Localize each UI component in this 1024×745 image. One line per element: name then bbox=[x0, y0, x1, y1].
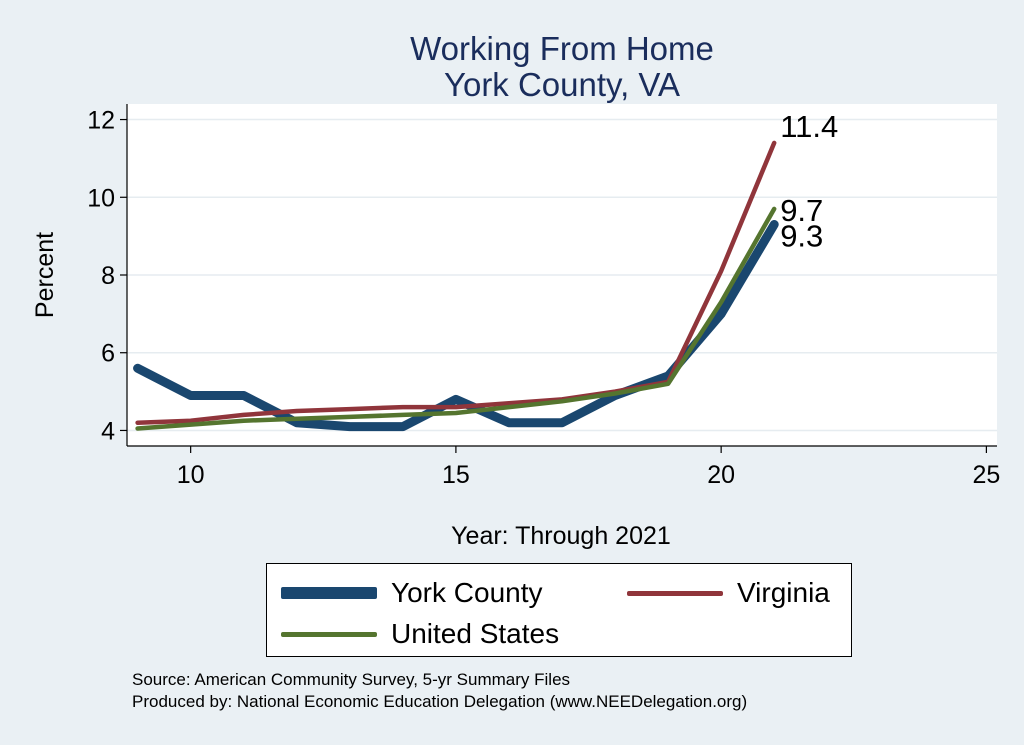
producer-note: Produced by: National Economic Education… bbox=[132, 692, 748, 711]
legend-item-york-county: York County bbox=[281, 575, 543, 611]
plot-svg: 4 6 8 10 12 10 15 20 25 9.3 11.4 9.7 Year: Through… bbox=[31, 104, 1000, 550]
y-tick-label: 6 bbox=[101, 340, 115, 368]
y-tick-label: 12 bbox=[87, 107, 115, 135]
x-tick-label: 10 bbox=[177, 461, 205, 489]
source-note: Source: American Community Survey, 5-yr … bbox=[132, 670, 571, 689]
legend-label-united-states: United States bbox=[391, 618, 560, 649]
end-label-york-county: 9.3 bbox=[780, 218, 823, 253]
legend-item-virginia: Virginia bbox=[627, 575, 830, 611]
y-tick-label: 10 bbox=[87, 184, 115, 212]
x-tick-label: 20 bbox=[707, 461, 735, 489]
series-line-york-county bbox=[133, 220, 779, 432]
x-tick-label: 25 bbox=[972, 461, 1000, 489]
series-line-united-states bbox=[135, 206, 777, 431]
legend-item-united-states: United States bbox=[281, 616, 559, 652]
legend: York County Virginia United States bbox=[266, 563, 852, 657]
chart-title: Working From Home bbox=[410, 30, 714, 67]
chart-subtitle: York County, VA bbox=[443, 66, 680, 103]
y-tick-label: 4 bbox=[101, 417, 115, 445]
legend-swatch-york-county bbox=[281, 587, 377, 599]
y-axis-label: Percent bbox=[31, 232, 59, 318]
legend-label-york-county: York County bbox=[391, 577, 543, 608]
legend-swatch-united-states bbox=[281, 631, 377, 637]
y-tick-label: 8 bbox=[101, 262, 115, 290]
legend-label-virginia: Virginia bbox=[737, 577, 830, 608]
x-tick-label: 15 bbox=[442, 461, 470, 489]
end-label-virginia: 11.4 bbox=[780, 109, 838, 144]
x-axis-label: Year: Through 2021 bbox=[451, 522, 671, 550]
legend-swatch-virginia bbox=[627, 590, 723, 596]
end-label-united-states: 9.7 bbox=[780, 193, 823, 228]
